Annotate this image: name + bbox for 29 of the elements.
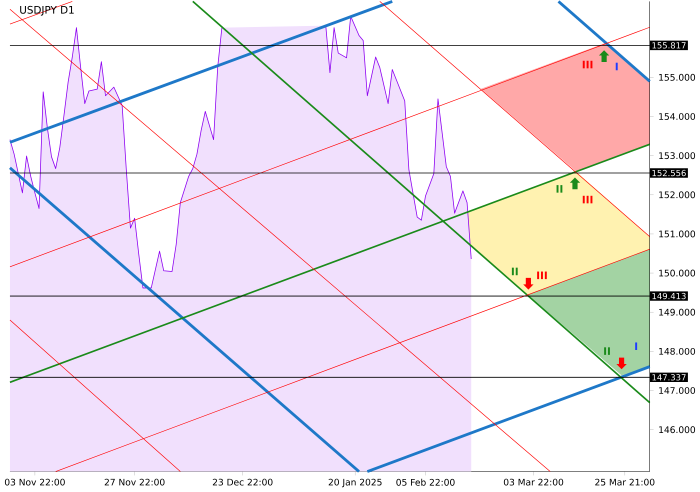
y-tick-label: 146.000: [659, 426, 696, 434]
y-tick-label: 155.000: [659, 74, 696, 81]
x-tick-label: 03 Nov 22:00: [4, 478, 65, 486]
x-tick-label: 23 Dec 22:00: [212, 478, 273, 486]
annotation: III: [537, 272, 547, 280]
x-tick-label: 27 Nov 22:00: [104, 478, 165, 486]
ref-line-label: 147.337: [652, 374, 686, 381]
ref-line-label: 149.413: [652, 293, 686, 300]
ref-line-label: 155.817: [652, 42, 686, 49]
y-tick-label: 151.000: [659, 230, 696, 238]
y-tick-label: 153.000: [659, 152, 696, 160]
annotation: II: [604, 348, 610, 356]
y-tick-label: 150.000: [659, 270, 696, 277]
y-tick-label: 152.000: [659, 192, 696, 198]
x-tick-label: 05 Feb 22:00: [396, 478, 455, 486]
x-tick-label: 25 Mar 21:00: [595, 478, 654, 486]
annotation: I: [635, 342, 638, 350]
y-tick-label: 147.000: [659, 387, 696, 394]
annotation: II: [512, 268, 518, 276]
annotation: II: [556, 185, 562, 193]
annotation: I: [616, 62, 618, 70]
ref-line-label: 152.556: [652, 170, 686, 176]
x-tick-label: 03 Mar 22:00: [504, 478, 564, 486]
y-tick-label: 154.000: [659, 113, 696, 120]
x-tick-label: 20 Jan 2025: [328, 478, 382, 488]
y-tick-label: 149.000: [659, 309, 696, 316]
annotation: III: [582, 196, 592, 204]
y-tick-label: 148.000: [659, 348, 696, 356]
annotation: III: [582, 60, 592, 69]
